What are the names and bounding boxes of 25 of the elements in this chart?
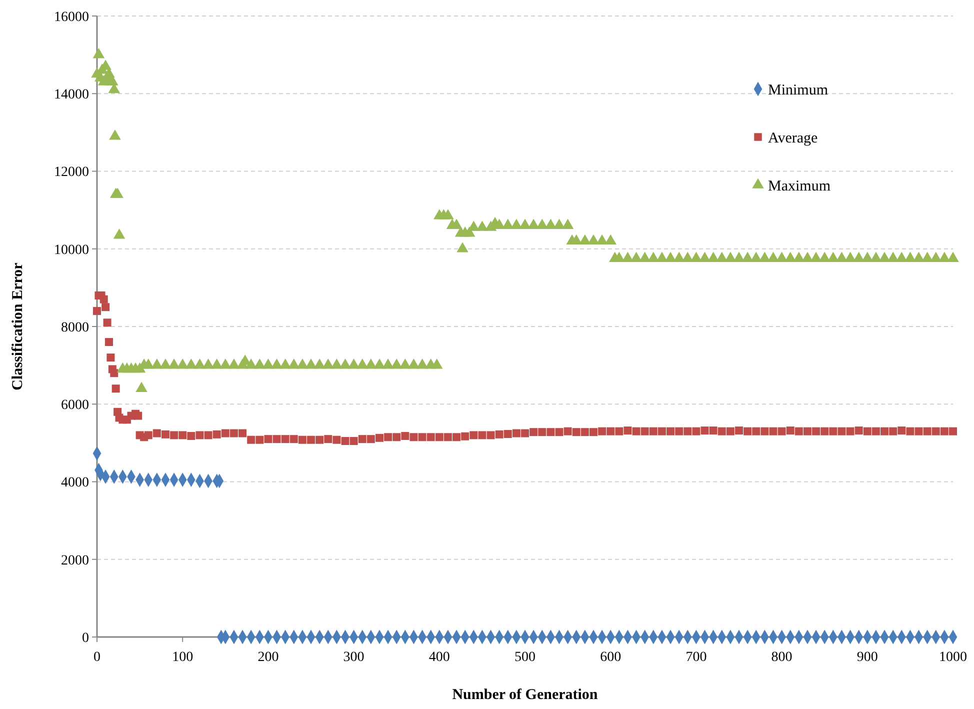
x-tick-label: 0 [94,650,100,665]
x-axis-title: Number of Generation [452,687,598,703]
y-tick-label: 12000 [54,165,89,180]
y-tick-label: 0 [82,630,89,646]
y-tick-label: 4000 [61,476,89,491]
legend-label: Minimum [768,82,828,98]
y-tick-label: 2000 [61,553,89,568]
x-tick-label: 500 [514,650,536,665]
y-axis-title: Classification Error [10,262,26,390]
x-tick-label: 1000 [939,650,967,665]
x-tick-label: 100 [172,650,194,665]
x-tick-label: 200 [258,650,279,665]
y-tick-label: 8000 [61,320,89,336]
y-tick-label: 10000 [54,242,89,258]
x-tick-label: 700 [686,650,707,665]
legend-label: Maximum [768,178,831,194]
x-tick-label: 400 [428,650,450,665]
y-tick-label: 16000 [54,10,89,25]
y-tick-label: 6000 [61,398,89,414]
x-tick-label: 900 [856,650,878,665]
x-tick-label: 300 [343,650,364,665]
y-tick-label: 14000 [54,88,89,103]
x-tick-label: 600 [600,650,622,665]
x-tick-label: 800 [771,650,792,665]
legend-label: Average [768,130,818,146]
